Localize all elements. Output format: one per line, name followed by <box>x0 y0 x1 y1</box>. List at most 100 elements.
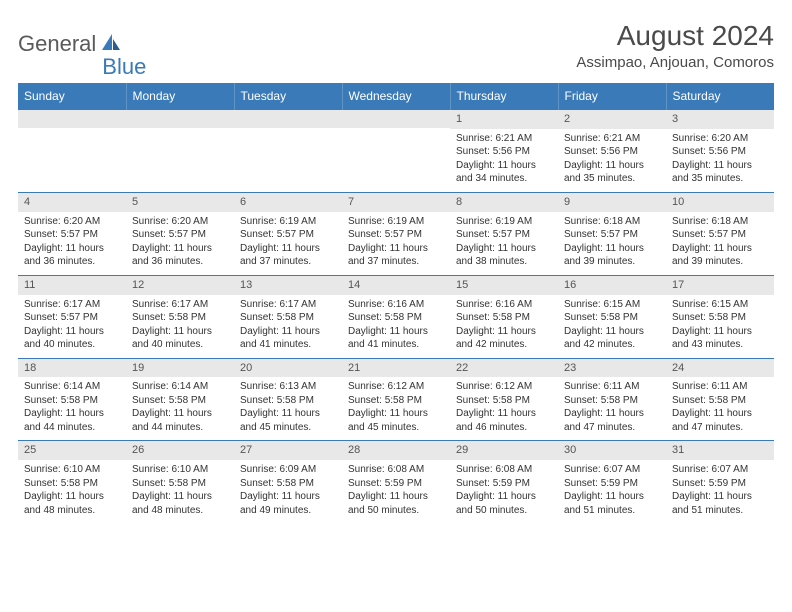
calendar-day-cell: 16Sunrise: 6:15 AMSunset: 5:58 PMDayligh… <box>558 275 666 358</box>
day-number: 28 <box>342 441 450 460</box>
sunset-line: Sunset: 5:57 PM <box>564 228 660 242</box>
day-details: Sunrise: 6:08 AMSunset: 5:59 PMDaylight:… <box>342 460 450 523</box>
day-details: Sunrise: 6:19 AMSunset: 5:57 PMDaylight:… <box>450 212 558 275</box>
empty-day-header <box>126 110 234 128</box>
calendar-day-cell: 6Sunrise: 6:19 AMSunset: 5:57 PMDaylight… <box>234 192 342 275</box>
calendar-day-cell: 2Sunrise: 6:21 AMSunset: 5:56 PMDaylight… <box>558 110 666 193</box>
day-number: 11 <box>18 276 126 295</box>
sunset-line: Sunset: 5:57 PM <box>132 228 228 242</box>
day-number: 2 <box>558 110 666 129</box>
sunset-line: Sunset: 5:58 PM <box>24 394 120 408</box>
daylight-line: Daylight: 11 hours and 36 minutes. <box>132 242 228 269</box>
day-number: 29 <box>450 441 558 460</box>
calendar-day-cell <box>234 110 342 193</box>
day-number: 8 <box>450 193 558 212</box>
day-number: 21 <box>342 359 450 378</box>
sunset-line: Sunset: 5:59 PM <box>564 477 660 491</box>
day-number: 1 <box>450 110 558 129</box>
sunrise-line: Sunrise: 6:19 AM <box>348 215 444 229</box>
day-details: Sunrise: 6:18 AMSunset: 5:57 PMDaylight:… <box>666 212 774 275</box>
day-details: Sunrise: 6:21 AMSunset: 5:56 PMDaylight:… <box>558 129 666 192</box>
sunset-line: Sunset: 5:58 PM <box>564 311 660 325</box>
day-details: Sunrise: 6:15 AMSunset: 5:58 PMDaylight:… <box>666 295 774 358</box>
weekday-header: Monday <box>126 83 234 110</box>
sunset-line: Sunset: 5:57 PM <box>456 228 552 242</box>
empty-day-header <box>234 110 342 128</box>
logo-word-general: General <box>18 31 96 57</box>
daylight-line: Daylight: 11 hours and 51 minutes. <box>564 490 660 517</box>
calendar-day-cell: 4Sunrise: 6:20 AMSunset: 5:57 PMDaylight… <box>18 192 126 275</box>
day-details: Sunrise: 6:07 AMSunset: 5:59 PMDaylight:… <box>558 460 666 523</box>
sunset-line: Sunset: 5:56 PM <box>456 145 552 159</box>
calendar-day-cell: 11Sunrise: 6:17 AMSunset: 5:57 PMDayligh… <box>18 275 126 358</box>
day-details: Sunrise: 6:21 AMSunset: 5:56 PMDaylight:… <box>450 129 558 192</box>
weekday-header: Thursday <box>450 83 558 110</box>
sunset-line: Sunset: 5:58 PM <box>348 311 444 325</box>
day-number: 3 <box>666 110 774 129</box>
sunrise-line: Sunrise: 6:10 AM <box>132 463 228 477</box>
day-number: 25 <box>18 441 126 460</box>
day-details: Sunrise: 6:13 AMSunset: 5:58 PMDaylight:… <box>234 377 342 440</box>
calendar-day-cell: 25Sunrise: 6:10 AMSunset: 5:58 PMDayligh… <box>18 441 126 523</box>
sunrise-line: Sunrise: 6:08 AM <box>348 463 444 477</box>
weekday-header: Friday <box>558 83 666 110</box>
day-details: Sunrise: 6:20 AMSunset: 5:56 PMDaylight:… <box>666 129 774 192</box>
sunrise-line: Sunrise: 6:21 AM <box>564 132 660 146</box>
calendar-week-row: 1Sunrise: 6:21 AMSunset: 5:56 PMDaylight… <box>18 110 774 193</box>
day-details: Sunrise: 6:20 AMSunset: 5:57 PMDaylight:… <box>126 212 234 275</box>
day-number: 6 <box>234 193 342 212</box>
sunrise-line: Sunrise: 6:10 AM <box>24 463 120 477</box>
weekday-header: Saturday <box>666 83 774 110</box>
daylight-line: Daylight: 11 hours and 48 minutes. <box>132 490 228 517</box>
calendar-day-cell: 23Sunrise: 6:11 AMSunset: 5:58 PMDayligh… <box>558 358 666 441</box>
daylight-line: Daylight: 11 hours and 41 minutes. <box>348 325 444 352</box>
sunset-line: Sunset: 5:58 PM <box>456 394 552 408</box>
day-details: Sunrise: 6:17 AMSunset: 5:57 PMDaylight:… <box>18 295 126 358</box>
sunset-line: Sunset: 5:56 PM <box>672 145 768 159</box>
day-details: Sunrise: 6:17 AMSunset: 5:58 PMDaylight:… <box>234 295 342 358</box>
title-block: August 2024 Assimpao, Anjouan, Comoros <box>576 20 774 71</box>
calendar-day-cell: 19Sunrise: 6:14 AMSunset: 5:58 PMDayligh… <box>126 358 234 441</box>
daylight-line: Daylight: 11 hours and 37 minutes. <box>348 242 444 269</box>
sunset-line: Sunset: 5:57 PM <box>348 228 444 242</box>
calendar-day-cell: 12Sunrise: 6:17 AMSunset: 5:58 PMDayligh… <box>126 275 234 358</box>
sunrise-line: Sunrise: 6:19 AM <box>240 215 336 229</box>
sunset-line: Sunset: 5:58 PM <box>240 311 336 325</box>
calendar-day-cell <box>342 110 450 193</box>
day-details: Sunrise: 6:07 AMSunset: 5:59 PMDaylight:… <box>666 460 774 523</box>
daylight-line: Daylight: 11 hours and 39 minutes. <box>672 242 768 269</box>
daylight-line: Daylight: 11 hours and 43 minutes. <box>672 325 768 352</box>
sunset-line: Sunset: 5:59 PM <box>348 477 444 491</box>
daylight-line: Daylight: 11 hours and 42 minutes. <box>456 325 552 352</box>
calendar-day-cell: 22Sunrise: 6:12 AMSunset: 5:58 PMDayligh… <box>450 358 558 441</box>
calendar-day-cell <box>126 110 234 193</box>
day-number: 4 <box>18 193 126 212</box>
calendar-day-cell: 9Sunrise: 6:18 AMSunset: 5:57 PMDaylight… <box>558 192 666 275</box>
calendar-day-cell: 29Sunrise: 6:08 AMSunset: 5:59 PMDayligh… <box>450 441 558 523</box>
sunset-line: Sunset: 5:58 PM <box>672 311 768 325</box>
daylight-line: Daylight: 11 hours and 46 minutes. <box>456 407 552 434</box>
sunrise-line: Sunrise: 6:08 AM <box>456 463 552 477</box>
sunset-line: Sunset: 5:58 PM <box>564 394 660 408</box>
sunset-line: Sunset: 5:57 PM <box>672 228 768 242</box>
calendar-day-cell <box>18 110 126 193</box>
sunrise-line: Sunrise: 6:17 AM <box>24 298 120 312</box>
calendar-week-row: 11Sunrise: 6:17 AMSunset: 5:57 PMDayligh… <box>18 275 774 358</box>
sunrise-line: Sunrise: 6:07 AM <box>672 463 768 477</box>
calendar-day-cell: 10Sunrise: 6:18 AMSunset: 5:57 PMDayligh… <box>666 192 774 275</box>
calendar-day-cell: 5Sunrise: 6:20 AMSunset: 5:57 PMDaylight… <box>126 192 234 275</box>
header: General Blue August 2024 Assimpao, Anjou… <box>18 20 774 71</box>
day-number: 5 <box>126 193 234 212</box>
day-number: 7 <box>342 193 450 212</box>
day-details: Sunrise: 6:08 AMSunset: 5:59 PMDaylight:… <box>450 460 558 523</box>
daylight-line: Daylight: 11 hours and 41 minutes. <box>240 325 336 352</box>
day-details: Sunrise: 6:17 AMSunset: 5:58 PMDaylight:… <box>126 295 234 358</box>
calendar-day-cell: 21Sunrise: 6:12 AMSunset: 5:58 PMDayligh… <box>342 358 450 441</box>
day-details: Sunrise: 6:11 AMSunset: 5:58 PMDaylight:… <box>666 377 774 440</box>
day-details: Sunrise: 6:11 AMSunset: 5:58 PMDaylight:… <box>558 377 666 440</box>
calendar-week-row: 18Sunrise: 6:14 AMSunset: 5:58 PMDayligh… <box>18 358 774 441</box>
daylight-line: Daylight: 11 hours and 37 minutes. <box>240 242 336 269</box>
daylight-line: Daylight: 11 hours and 50 minutes. <box>456 490 552 517</box>
daylight-line: Daylight: 11 hours and 39 minutes. <box>564 242 660 269</box>
calendar-day-cell: 27Sunrise: 6:09 AMSunset: 5:58 PMDayligh… <box>234 441 342 523</box>
